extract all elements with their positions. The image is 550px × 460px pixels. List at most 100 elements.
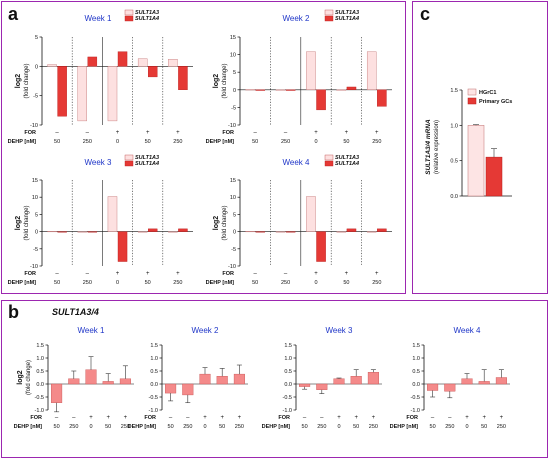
dehp-value-b3-4: 250 xyxy=(497,424,506,430)
bar-a1-sult1a4-0 xyxy=(255,89,266,91)
y-tick-label-a3-1: -5 xyxy=(231,247,236,253)
bar-b1-2 xyxy=(199,373,211,385)
chart-title-a-0: Week 1 xyxy=(85,14,113,23)
y-tick-label-a1-1: -5 xyxy=(231,105,236,111)
dehp-value-a1-0: 50 xyxy=(252,139,258,145)
panel-b-gene-title: SULT1A3/4 xyxy=(52,307,99,317)
dehp-value-a0-2: 0 xyxy=(116,139,119,145)
bar-a1-sult1a4-4 xyxy=(377,89,387,107)
y-tick-label-a0-3: 5 xyxy=(35,35,38,41)
dehp-value-a1-3: 50 xyxy=(343,139,349,145)
for-mark-a0-0: – xyxy=(55,130,59,136)
bar-a3-sult1a4-4 xyxy=(377,228,387,232)
y-label-fold-a-3: (fold change) xyxy=(222,205,228,240)
dehp-row-label-a2: DEHP [nM] xyxy=(8,280,36,286)
y-tick-label-b1-3: 0.5 xyxy=(150,369,158,375)
bar-a3-sult1a3-2 xyxy=(306,196,316,232)
bar-a2-sult1a4-3 xyxy=(147,228,158,232)
dehp-value-b2-3: 50 xyxy=(353,424,359,430)
bar-a1-sult1a3-1 xyxy=(275,89,286,91)
y-tick-label-a1-3: 5 xyxy=(233,70,236,76)
y-tick-label-b3-0: -1.0 xyxy=(411,408,420,414)
bar-a3-sult1a3-4 xyxy=(366,231,377,233)
bar-a1-sult1a3-3 xyxy=(336,89,347,91)
for-row-label-b0: FOR xyxy=(30,415,42,421)
for-row-label-a2: FOR xyxy=(24,271,36,277)
bar-b3-1 xyxy=(444,383,456,392)
y-tick-label-a2-1: -5 xyxy=(33,247,38,253)
y-tick-label-b0-0: -1.0 xyxy=(35,408,44,414)
bar-a2-sult1a3-0 xyxy=(47,231,57,233)
dehp-value-a3-1: 250 xyxy=(281,280,290,286)
y-label-log2-a-0: log2 xyxy=(15,74,22,88)
bar-a0-sult1a4-4 xyxy=(178,66,188,91)
chart-title-a-2: Week 3 xyxy=(85,158,113,167)
y-tick-label-a2-4: 10 xyxy=(32,195,38,201)
bar-b0-2 xyxy=(85,369,97,385)
bar-b2-2 xyxy=(333,378,345,385)
for-mark-a0-4: + xyxy=(176,130,180,136)
for-mark-a2-4: + xyxy=(176,271,180,277)
y-tick-label-b3-1: -0.5 xyxy=(411,395,420,401)
bar-a0-sult1a3-1 xyxy=(77,66,87,122)
bar-b0-1 xyxy=(68,378,80,385)
bar-b2-0 xyxy=(299,383,311,387)
dehp-value-a3-4: 250 xyxy=(372,280,381,286)
legend-swatch-sult1a4-1 xyxy=(324,15,334,22)
panel-a-letter: a xyxy=(8,4,19,24)
dehp-value-a0-0: 50 xyxy=(54,139,60,145)
bar-a2-sult1a4-2 xyxy=(117,231,128,262)
y-tick-label-b2-5: 1.5 xyxy=(284,343,292,349)
for-mark-a2-2: + xyxy=(116,271,120,277)
dehp-row-label-b2: DEHP [nM] xyxy=(262,424,290,430)
y-label-log2-a-3: log2 xyxy=(213,216,220,230)
legend-swatch-sult1a3-3 xyxy=(324,154,334,161)
for-mark-a3-3: + xyxy=(345,271,349,277)
y-tick-label-a3-3: 5 xyxy=(233,212,236,218)
legend-swatch-sult1a4-0 xyxy=(124,15,134,22)
y-label-log2-a-1: log2 xyxy=(213,74,220,88)
chart-title-b-3: Week 4 xyxy=(454,326,482,335)
dehp-value-a3-0: 50 xyxy=(252,280,258,286)
legend-swatch-sult1a4-3 xyxy=(324,160,334,167)
panel-c-letter: c xyxy=(420,4,431,24)
y-tick-label-a0-0: -10 xyxy=(30,123,38,129)
dehp-value-b1-3: 50 xyxy=(219,424,225,430)
for-mark-b3-3: + xyxy=(482,415,486,421)
dehp-row-label-a0: DEHP [nM] xyxy=(8,139,36,145)
y-tick-label-a2-5: 15 xyxy=(32,178,38,184)
bar-a0-sult1a4-3 xyxy=(147,66,158,78)
y-tick-label-a3-4: 10 xyxy=(230,195,236,201)
bar-a3-sult1a4-2 xyxy=(316,231,326,262)
bar-a0-sult1a4-2 xyxy=(117,51,128,67)
legend-label-c-0: HGrC1 xyxy=(479,90,496,96)
legend-label-sult1a3-0: SULT1A3 xyxy=(135,10,159,16)
legend-label-sult1a4-0: SULT1A4 xyxy=(135,16,159,22)
y-tick-label-a1-5: 15 xyxy=(230,35,236,41)
y-tick-label-a2-2: 0 xyxy=(35,230,38,236)
for-mark-a1-0: – xyxy=(254,130,258,136)
y-tick-label-a3-2: 0 xyxy=(233,230,236,236)
y-tick-label-b2-1: -0.5 xyxy=(283,395,292,401)
legend-label-sult1a3-3: SULT1A3 xyxy=(335,155,359,161)
for-mark-b0-1: – xyxy=(72,415,76,421)
for-mark-b1-1: – xyxy=(186,415,190,421)
dehp-value-b3-2: 0 xyxy=(465,424,468,430)
for-mark-b2-0: – xyxy=(303,415,307,421)
legend-label-sult1a4-2: SULT1A4 xyxy=(135,161,159,167)
y-label-fold-a-2: (fold change) xyxy=(24,205,30,240)
dehp-row-label-b0: DEHP [nM] xyxy=(14,424,42,430)
y-tick-label-b1-5: 1.5 xyxy=(150,343,158,349)
y-tick-label-b1-1: -0.5 xyxy=(149,395,158,401)
for-mark-b0-0: – xyxy=(55,415,59,421)
for-row-label-a3: FOR xyxy=(222,271,234,277)
for-row-label-b1: FOR xyxy=(144,415,156,421)
for-mark-b0-4: + xyxy=(124,415,128,421)
for-mark-a0-1: – xyxy=(86,130,90,136)
y-tick-label-b1-0: -1.0 xyxy=(149,408,158,414)
chart-title-a-1: Week 2 xyxy=(283,14,311,23)
dehp-value-a1-4: 250 xyxy=(372,139,381,145)
for-mark-a3-1: – xyxy=(284,271,288,277)
bar-a3-sult1a3-3 xyxy=(336,231,347,233)
